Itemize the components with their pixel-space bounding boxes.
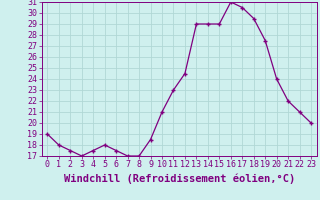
X-axis label: Windchill (Refroidissement éolien,°C): Windchill (Refroidissement éolien,°C)	[64, 173, 295, 184]
